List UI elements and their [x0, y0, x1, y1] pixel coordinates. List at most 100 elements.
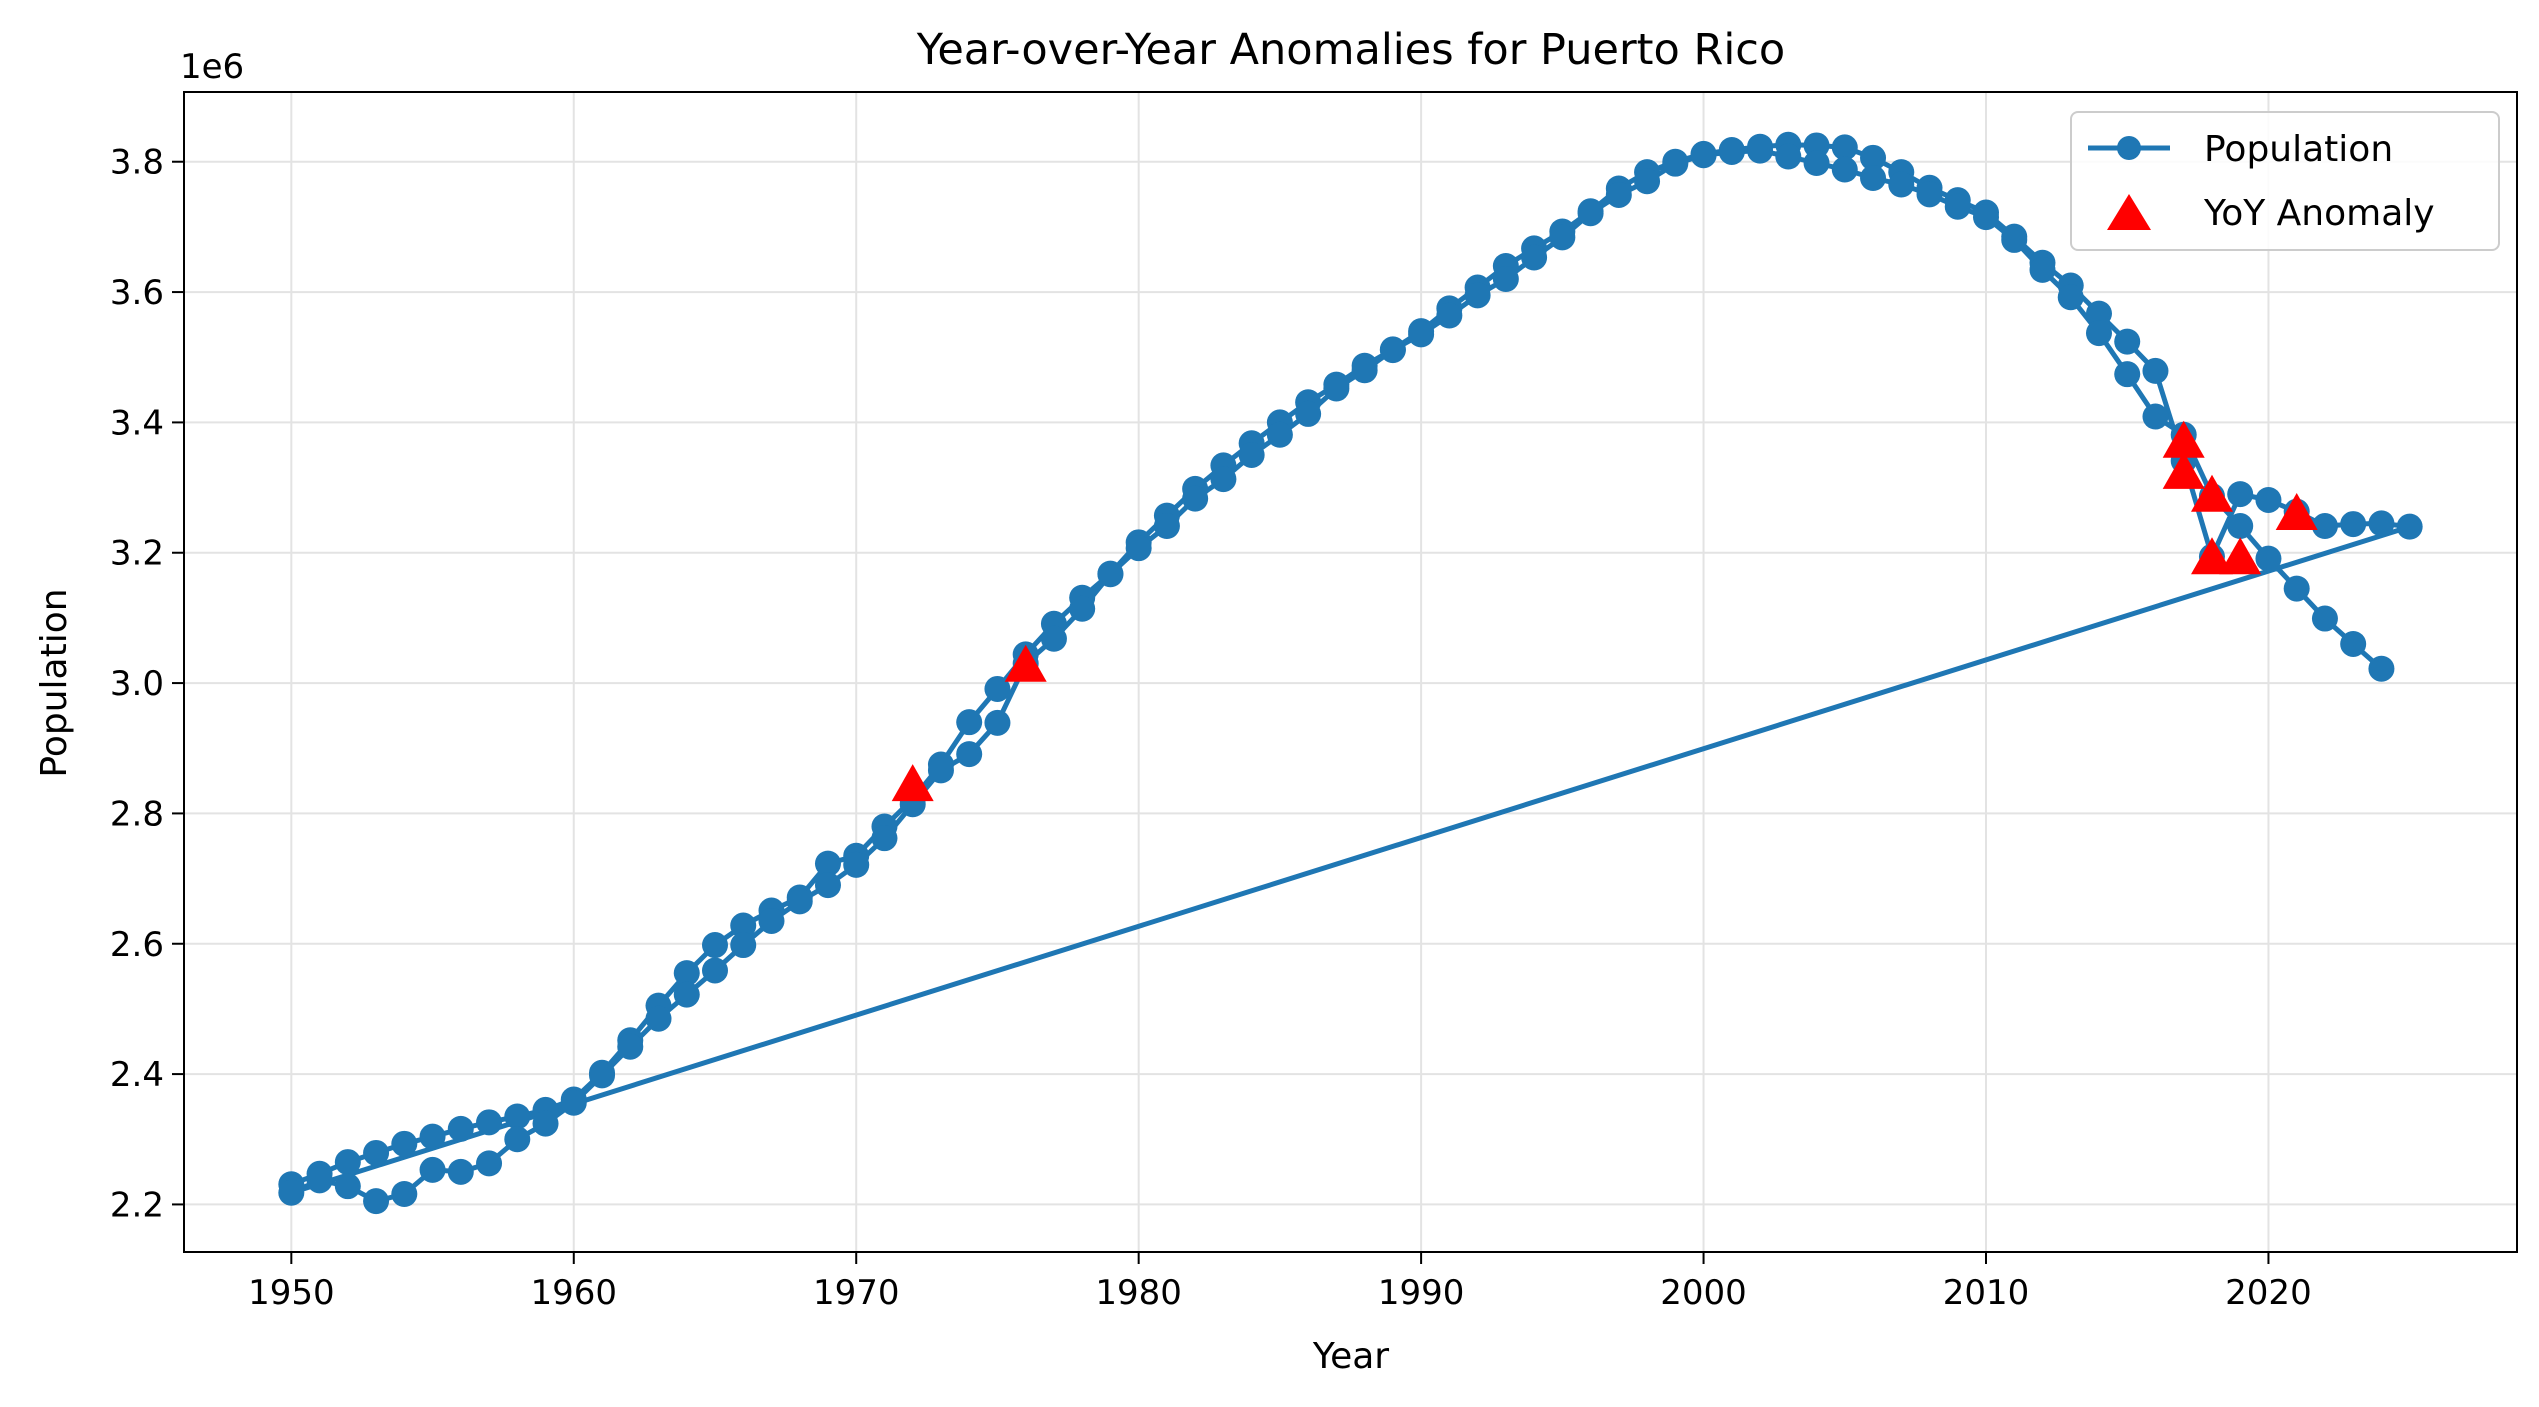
- anomaly-marker: [2191, 474, 2233, 512]
- population-point: [1747, 137, 1774, 164]
- population-point: [1973, 204, 2000, 231]
- population-point: [1266, 421, 1293, 448]
- population-point: [306, 1167, 333, 1194]
- population-point: [2029, 256, 2056, 283]
- y-tick-label: 2.2: [110, 1185, 164, 1225]
- plot-frame: [183, 91, 2518, 1253]
- population-point: [1718, 138, 1745, 165]
- x-tick-label: 2000: [1660, 1273, 1747, 1313]
- population-point: [532, 1110, 559, 1137]
- population-point: [617, 1033, 644, 1060]
- population-point: [1323, 375, 1350, 402]
- population-point: [363, 1188, 390, 1215]
- anomaly-marker: [2219, 537, 2262, 575]
- population-point: [447, 1115, 474, 1142]
- population-point: [730, 912, 757, 939]
- x-axis-label: Year: [1312, 1336, 1389, 1377]
- population-point: [814, 850, 841, 877]
- population-point: [1803, 150, 1830, 177]
- population-point: [927, 757, 954, 784]
- y-tick-label: 2.4: [110, 1055, 164, 1095]
- axis-ticks: 1950 1960 1970 1980 1990 2000 2010 2020 2.2 2.4 2.…: [110, 143, 2312, 1313]
- population-point: [701, 957, 728, 984]
- population-point: [2085, 320, 2112, 347]
- population-point: [730, 932, 757, 959]
- population-point: [2396, 513, 2423, 540]
- population-point: [758, 907, 785, 934]
- population-point: [1860, 165, 1887, 192]
- population-point: [391, 1181, 418, 1207]
- population-point: [2368, 655, 2395, 682]
- anomaly-marker: [2275, 493, 2318, 530]
- population-point: [2114, 328, 2141, 355]
- population-point: [1182, 485, 1209, 512]
- population-point: [447, 1158, 474, 1185]
- y-offset-label: 1e6: [180, 47, 244, 87]
- population-point: [1831, 134, 1858, 161]
- population-point: [814, 872, 841, 899]
- population-point: [1040, 625, 1067, 652]
- population-point: [843, 851, 870, 878]
- population-point: [1464, 282, 1491, 309]
- population-point: [2227, 481, 2254, 508]
- anomaly-layer: [891, 420, 2318, 802]
- population-point: [2227, 513, 2254, 540]
- legend: Population YoY Anomaly: [2070, 111, 2500, 251]
- population-point: [1888, 171, 1915, 198]
- population-point: [2255, 486, 2282, 513]
- y-tick-label: 3.4: [110, 403, 164, 443]
- population-point: [1577, 200, 1604, 227]
- population-point: [476, 1150, 503, 1177]
- population-point: [1662, 150, 1689, 177]
- population-point: [1069, 595, 1096, 622]
- population-point: [2311, 605, 2338, 632]
- population-point: [1436, 302, 1463, 329]
- population-point: [1295, 400, 1322, 427]
- x-tick-label: 2020: [2225, 1273, 2312, 1313]
- anomaly-marker: [2191, 537, 2233, 575]
- population-point: [673, 960, 700, 987]
- x-tick-label: 1950: [248, 1273, 335, 1313]
- population-point: [278, 1179, 305, 1206]
- population-point: [2142, 403, 2169, 430]
- population-point: [504, 1103, 531, 1130]
- population-point: [2255, 545, 2282, 572]
- population-point: [504, 1126, 531, 1153]
- legend-label-population: Population: [2204, 129, 2393, 170]
- y-tick-label: 3.2: [110, 534, 164, 574]
- population-point: [2001, 226, 2028, 253]
- population-point: [1775, 143, 1802, 170]
- population-point: [2114, 361, 2141, 388]
- y-tick-label: 3.8: [110, 143, 164, 183]
- population-point: [391, 1130, 418, 1157]
- population-point: [1916, 181, 1943, 208]
- legend-box: [2070, 111, 2500, 251]
- population-point: [956, 709, 983, 736]
- population-point: [1521, 244, 1548, 271]
- y-tick-label: 3.0: [110, 664, 164, 704]
- x-tick-label: 1990: [1378, 1273, 1465, 1313]
- population-point: [2368, 510, 2395, 537]
- population-point: [956, 741, 983, 768]
- population-point: [1944, 193, 1971, 220]
- population-point: [589, 1062, 616, 1089]
- legend-label-anomaly: YoY Anomaly: [2203, 193, 2435, 234]
- x-tick-label: 1980: [1095, 1273, 1182, 1313]
- population-point: [1634, 168, 1661, 195]
- legend-circle-marker: [2117, 136, 2141, 160]
- x-tick-label: 1970: [813, 1273, 900, 1313]
- y-tick-label: 2.8: [110, 794, 164, 834]
- population-point: [2340, 511, 2367, 538]
- population-point: [1210, 466, 1237, 493]
- legend-triangle-marker: [2107, 194, 2151, 230]
- population-point: [701, 932, 728, 959]
- chart-title: Year-over-Year Anomalies for Puerto Rico: [916, 25, 1785, 75]
- population-point: [2057, 284, 2084, 311]
- y-tick-label: 3.6: [110, 273, 164, 313]
- x-tick-label: 1960: [531, 1273, 618, 1313]
- population-point: [1153, 513, 1180, 540]
- anomaly-marker: [2162, 451, 2205, 489]
- population-point: [1690, 142, 1717, 169]
- population-point: [871, 825, 898, 852]
